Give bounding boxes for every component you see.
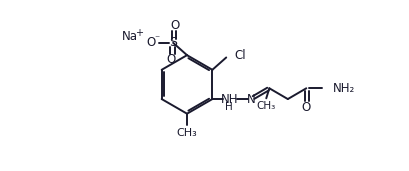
Text: NH₂: NH₂ <box>332 82 354 95</box>
Text: H: H <box>225 102 233 112</box>
Text: CH₃: CH₃ <box>256 101 275 111</box>
Text: O: O <box>166 53 175 66</box>
Text: N: N <box>246 93 255 106</box>
Text: Cl: Cl <box>234 49 245 62</box>
Text: O: O <box>301 101 310 114</box>
Text: +: + <box>135 28 143 38</box>
Text: S: S <box>169 36 177 49</box>
Text: CH₃: CH₃ <box>176 128 197 138</box>
Text: Na: Na <box>122 30 138 43</box>
Text: NH: NH <box>220 93 238 106</box>
Text: ⁻: ⁻ <box>154 34 159 44</box>
Text: O: O <box>171 19 180 32</box>
Text: O: O <box>146 36 155 49</box>
